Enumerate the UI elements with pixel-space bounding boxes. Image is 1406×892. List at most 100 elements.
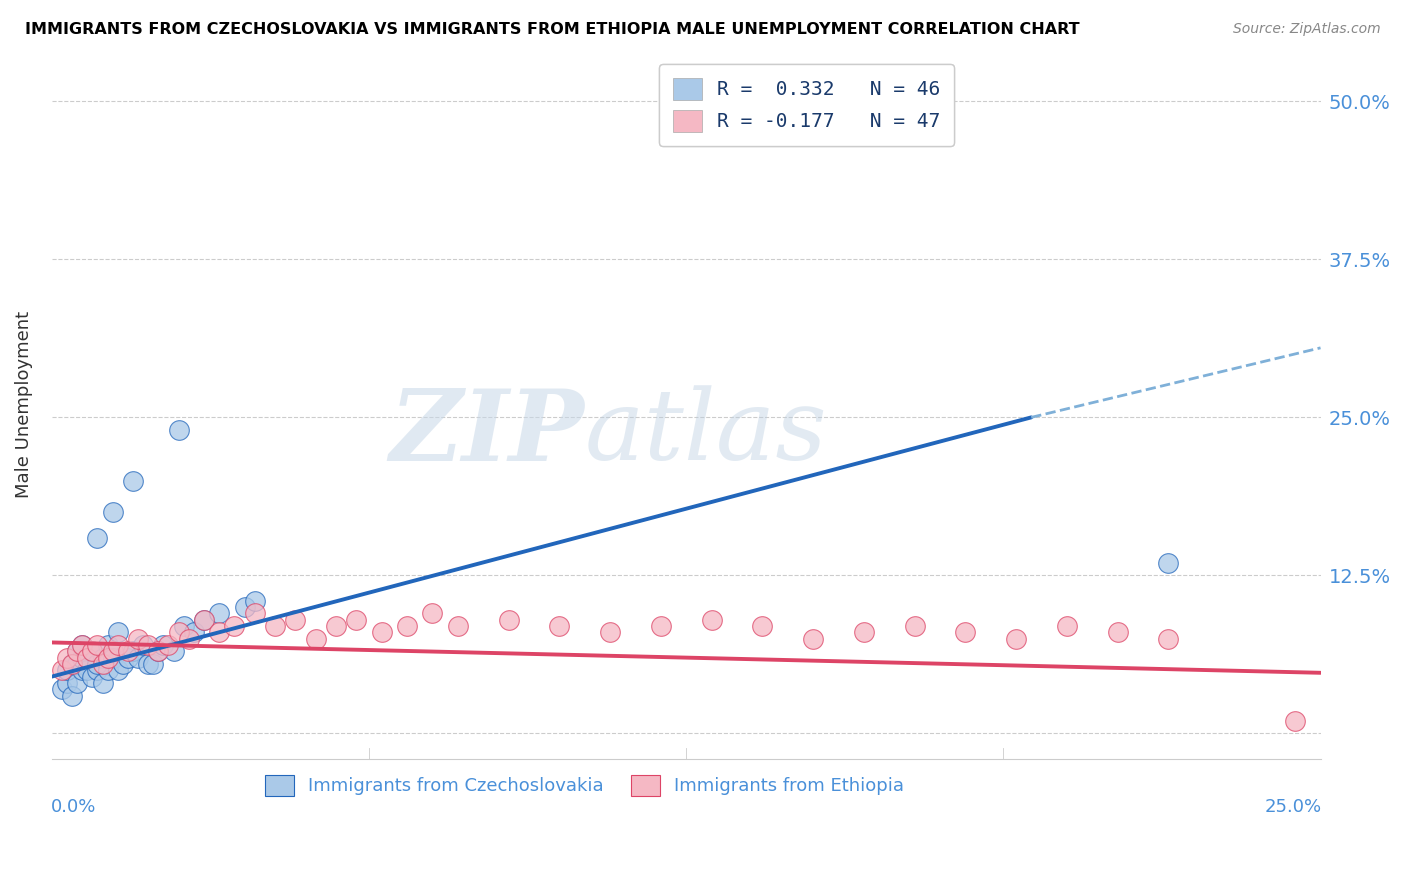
Point	[56, 676, 79, 690]
Point	[208, 607, 231, 621]
Point	[107, 638, 129, 652]
Point	[1157, 632, 1180, 646]
Point	[148, 644, 170, 658]
Y-axis label: Male Unemployment: Male Unemployment	[15, 311, 32, 499]
Point	[82, 644, 104, 658]
Point	[66, 676, 89, 690]
Point	[370, 625, 392, 640]
Point	[76, 650, 98, 665]
Point	[1107, 625, 1129, 640]
Point	[1284, 714, 1306, 728]
Point	[70, 638, 93, 652]
Point	[70, 650, 93, 665]
Point	[60, 657, 83, 671]
Point	[243, 607, 266, 621]
Text: atlas: atlas	[585, 385, 827, 481]
Point	[167, 625, 190, 640]
Point	[117, 650, 139, 665]
Point	[955, 625, 977, 640]
Point	[56, 663, 79, 677]
Point	[264, 619, 287, 633]
Point	[801, 632, 824, 646]
Point	[111, 657, 134, 671]
Point	[148, 644, 170, 658]
Point	[66, 657, 89, 671]
Point	[117, 644, 139, 658]
Point	[305, 632, 328, 646]
Point	[422, 607, 444, 621]
Point	[101, 644, 124, 658]
Point	[395, 619, 418, 633]
Point	[66, 644, 89, 658]
Point	[132, 638, 155, 652]
Point	[157, 638, 180, 652]
Point	[152, 638, 174, 652]
Point	[51, 663, 73, 677]
Point	[136, 657, 159, 671]
Point	[183, 625, 205, 640]
Point	[1005, 632, 1028, 646]
Point	[60, 689, 83, 703]
Point	[97, 638, 120, 652]
Point	[91, 650, 114, 665]
Point	[1056, 619, 1078, 633]
Point	[208, 625, 231, 640]
Point	[82, 644, 104, 658]
Point	[86, 663, 108, 677]
Text: IMMIGRANTS FROM CZECHOSLOVAKIA VS IMMIGRANTS FROM ETHIOPIA MALE UNEMPLOYMENT COR: IMMIGRANTS FROM CZECHOSLOVAKIA VS IMMIGR…	[25, 22, 1080, 37]
Text: 0.0%: 0.0%	[51, 797, 96, 815]
Point	[86, 638, 108, 652]
Point	[233, 600, 256, 615]
Point	[193, 613, 215, 627]
Point	[97, 650, 120, 665]
Point	[498, 613, 520, 627]
Point	[224, 619, 246, 633]
Point	[101, 650, 124, 665]
Point	[86, 657, 108, 671]
Text: Source: ZipAtlas.com: Source: ZipAtlas.com	[1233, 22, 1381, 37]
Point	[60, 657, 83, 671]
Point	[325, 619, 347, 633]
Point	[76, 650, 98, 665]
Point	[650, 619, 672, 633]
Point	[76, 663, 98, 677]
Text: ZIP: ZIP	[389, 384, 585, 482]
Point	[284, 613, 307, 627]
Point	[193, 613, 215, 627]
Point	[177, 632, 200, 646]
Point	[1157, 556, 1180, 570]
Point	[852, 625, 875, 640]
Point	[173, 619, 195, 633]
Point	[91, 657, 114, 671]
Point	[82, 670, 104, 684]
Point	[700, 613, 723, 627]
Point	[548, 619, 571, 633]
Point	[127, 632, 149, 646]
Point	[70, 638, 93, 652]
Point	[51, 682, 73, 697]
Point	[101, 505, 124, 519]
Text: 25.0%: 25.0%	[1264, 797, 1322, 815]
Point	[142, 657, 165, 671]
Point	[127, 650, 149, 665]
Point	[903, 619, 925, 633]
Point	[97, 663, 120, 677]
Point	[136, 638, 159, 652]
Point	[122, 474, 145, 488]
Legend: R =  0.332   N = 46, R = -0.177   N = 47: R = 0.332 N = 46, R = -0.177 N = 47	[659, 64, 955, 145]
Point	[70, 663, 93, 677]
Point	[91, 676, 114, 690]
Point	[56, 650, 79, 665]
Point	[162, 644, 184, 658]
Point	[599, 625, 621, 640]
Point	[107, 663, 129, 677]
Point	[167, 423, 190, 437]
Point	[122, 644, 145, 658]
Point	[66, 644, 89, 658]
Point	[751, 619, 773, 633]
Point	[243, 593, 266, 607]
Point	[86, 531, 108, 545]
Point	[344, 613, 367, 627]
Point	[447, 619, 470, 633]
Point	[107, 625, 129, 640]
